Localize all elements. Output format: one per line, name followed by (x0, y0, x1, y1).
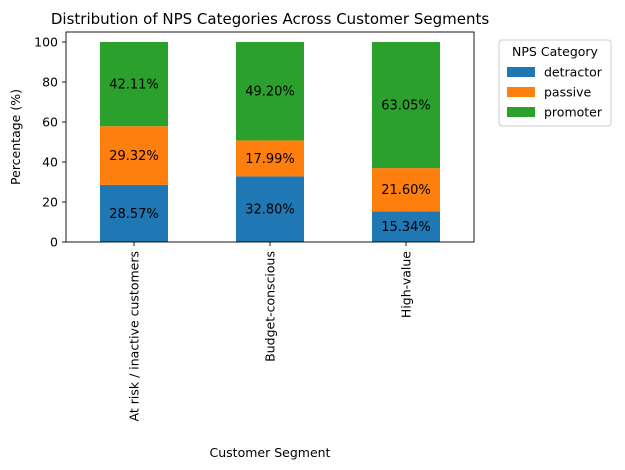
bar-detractor-0 (100, 184, 168, 242)
legend-swatch-detractor (507, 67, 535, 77)
legend: NPS Category detractor passive promoter (498, 39, 612, 127)
plot-area: 28.57% 29.32% 42.11% 32.80% 17.99% 49.20% 15.3… (34, 31, 475, 421)
legend-swatch-passive (507, 87, 535, 97)
bar-detractor-1 (236, 176, 304, 242)
bar-label-detractor-2: 15.34% (381, 220, 431, 235)
bar-promoter-2 (372, 42, 440, 169)
bar-detractor-2 (372, 211, 440, 242)
y-tick-label: 60 (42, 115, 58, 130)
bar-label-promoter-2: 63.05% (381, 99, 431, 114)
y-tick-label: 0 (50, 235, 58, 250)
legend-box (498, 39, 612, 127)
bar-promoter-0 (100, 42, 168, 127)
legend-entry-promoter: promoter (544, 105, 603, 120)
x-tick-label: Budget-conscious (263, 251, 278, 362)
bar-label-promoter-0: 42.11% (109, 78, 159, 93)
bar-passive-2 (372, 168, 440, 212)
bar-label-detractor-0: 28.57% (109, 207, 159, 222)
legend-entry-detractor: detractor (544, 65, 603, 80)
bar-passive-1 (236, 140, 304, 177)
bar-label-detractor-1: 32.80% (245, 203, 295, 218)
legend-entry-passive: passive (544, 85, 591, 100)
y-axis-label: Percentage (%) (8, 89, 23, 185)
legend-swatch-promoter (507, 107, 535, 117)
x-axis-label: Customer Segment (210, 445, 331, 460)
x-tick-label: At risk / inactive customers (127, 251, 142, 421)
bar-label-passive-1: 17.99% (245, 152, 295, 167)
bar-passive-0 (100, 126, 168, 185)
y-tick-label: 100 (34, 35, 58, 50)
y-tick-label: 80 (42, 75, 58, 90)
bar-label-passive-0: 29.32% (109, 149, 159, 164)
y-tick-label: 40 (42, 155, 58, 170)
bar-label-passive-2: 21.60% (381, 183, 431, 198)
x-tick-label: High-value (399, 251, 414, 318)
bar-promoter-1 (236, 42, 304, 141)
y-tick-label: 20 (42, 195, 58, 210)
chart-title: Distribution of NPS Categories Across Cu… (51, 10, 489, 28)
legend-title: NPS Category (512, 44, 598, 59)
bar-label-promoter-1: 49.20% (245, 85, 295, 100)
